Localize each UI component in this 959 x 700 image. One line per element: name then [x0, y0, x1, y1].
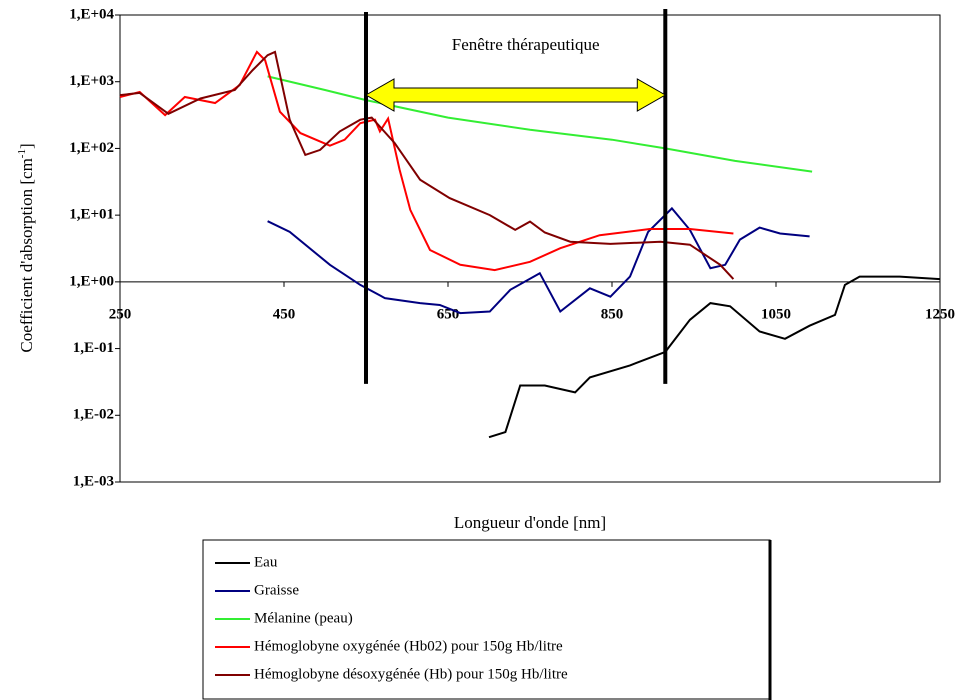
- legend-label: Hémoglobyne désoxygénée (Hb) pour 150g H…: [254, 666, 568, 682]
- legend-label: Mélanine (peau): [254, 610, 353, 626]
- y-tick-label: 1,E-02: [73, 407, 114, 423]
- series-line: [267, 206, 810, 315]
- y-tick-label: 1,E+03: [69, 73, 114, 89]
- y-label-suffix: ]: [17, 143, 36, 149]
- window-label: Fenêtre thérapeutique: [452, 35, 600, 54]
- series-line: [119, 50, 735, 280]
- y-tick-label: 1,E+04: [69, 6, 114, 22]
- legend-box: [202, 539, 771, 700]
- series-line: [488, 275, 941, 439]
- x-tick-label: 450: [273, 306, 296, 322]
- legend-label: Hémoglobyne oxygénée (Hb02) pour 150g Hb…: [254, 638, 563, 654]
- y-label-sup: -1: [16, 149, 28, 158]
- window-arrow: [364, 78, 667, 112]
- y-axis-label: Coefficient d'absorption [cm-1]: [16, 143, 36, 352]
- y-tick-label: 1,E+02: [69, 140, 114, 156]
- x-tick-label: 1050: [761, 306, 791, 322]
- y-tick-label: 1,E-01: [73, 340, 114, 356]
- series-line: [119, 50, 734, 272]
- legend-label: Graisse: [254, 582, 299, 598]
- x-tick-label: 1250: [925, 306, 955, 322]
- y-label-text: Coefficient d'absorption [cm: [17, 158, 36, 352]
- x-tick-label: 850: [601, 306, 624, 322]
- series-line: [267, 75, 813, 173]
- y-tick-label: 1,E-03: [73, 473, 114, 489]
- legend-label: Eau: [254, 554, 278, 570]
- x-tick-label: 250: [109, 306, 132, 322]
- plot-frame: [119, 14, 941, 483]
- y-tick-label: 1,E+00: [69, 273, 114, 289]
- x-axis-label: Longueur d'onde [nm]: [454, 513, 606, 532]
- y-tick-label: 1,E+01: [69, 207, 114, 223]
